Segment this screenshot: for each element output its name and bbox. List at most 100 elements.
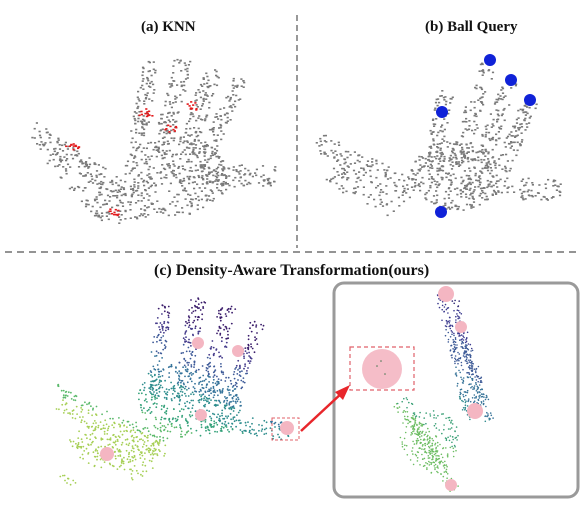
point <box>421 425 424 427</box>
point <box>217 174 220 177</box>
point <box>467 366 470 368</box>
point <box>158 326 161 328</box>
point <box>489 163 492 166</box>
point <box>248 173 251 176</box>
point <box>402 200 406 203</box>
point <box>159 384 162 387</box>
point <box>83 420 86 423</box>
point <box>483 159 486 161</box>
point <box>450 344 452 347</box>
point <box>248 429 251 432</box>
point <box>198 147 201 150</box>
point <box>346 165 349 167</box>
point <box>180 408 183 410</box>
point <box>482 93 485 95</box>
point <box>205 98 208 100</box>
point <box>160 113 163 116</box>
point <box>215 155 218 158</box>
point <box>473 400 476 403</box>
point <box>197 332 200 335</box>
point <box>197 368 200 371</box>
point <box>76 185 80 188</box>
point <box>124 192 127 195</box>
point <box>455 321 457 324</box>
point <box>164 347 167 350</box>
point <box>170 106 173 109</box>
point <box>62 396 65 399</box>
point <box>84 205 88 208</box>
point <box>208 128 212 131</box>
point <box>462 355 465 357</box>
point <box>449 174 452 177</box>
point <box>221 173 224 175</box>
point <box>174 95 177 98</box>
point <box>477 387 479 390</box>
point <box>119 430 122 433</box>
point <box>206 144 209 146</box>
point <box>193 387 196 390</box>
point <box>206 181 209 183</box>
point <box>85 161 88 163</box>
point <box>125 449 128 452</box>
point <box>446 122 449 124</box>
point <box>212 391 215 393</box>
point <box>219 160 223 163</box>
point <box>262 185 265 187</box>
point <box>133 186 136 188</box>
point <box>443 428 445 431</box>
point <box>80 445 83 448</box>
point <box>130 141 133 144</box>
point <box>250 345 253 348</box>
point <box>470 207 473 209</box>
point <box>462 160 465 163</box>
point <box>455 161 458 163</box>
point <box>403 187 406 190</box>
point <box>471 192 474 195</box>
point <box>199 165 202 168</box>
point <box>234 388 237 390</box>
point <box>159 426 162 429</box>
point <box>467 398 470 400</box>
knn-neighbor-point <box>174 125 178 128</box>
point <box>251 417 254 419</box>
point <box>147 449 150 452</box>
point <box>434 463 437 466</box>
point <box>337 141 340 144</box>
point <box>141 122 144 124</box>
point <box>151 457 154 460</box>
point <box>462 179 465 182</box>
panel-a-caption: (a) KNN <box>141 19 196 35</box>
point <box>196 169 199 171</box>
point <box>94 455 97 458</box>
point <box>229 96 232 99</box>
point <box>151 434 154 437</box>
point <box>150 351 153 353</box>
point <box>145 418 148 421</box>
point <box>232 410 235 412</box>
point <box>140 208 143 210</box>
knn-neighbor-point <box>151 115 154 117</box>
point <box>145 398 147 400</box>
point <box>153 208 156 210</box>
point <box>220 308 223 310</box>
knn-neighbor-point <box>109 208 112 210</box>
knn-neighbor-point <box>169 125 172 128</box>
point <box>468 182 471 184</box>
point <box>398 179 401 181</box>
point <box>79 456 82 459</box>
point <box>163 136 166 139</box>
point <box>183 189 186 191</box>
point <box>428 460 430 463</box>
point <box>362 193 365 196</box>
point <box>141 475 144 477</box>
point <box>184 198 187 200</box>
point <box>461 135 465 138</box>
point <box>486 186 489 189</box>
point <box>477 386 479 389</box>
point <box>473 401 475 404</box>
point <box>464 360 467 362</box>
point <box>138 100 141 102</box>
point <box>425 431 427 434</box>
point <box>144 452 146 454</box>
point <box>418 421 421 424</box>
